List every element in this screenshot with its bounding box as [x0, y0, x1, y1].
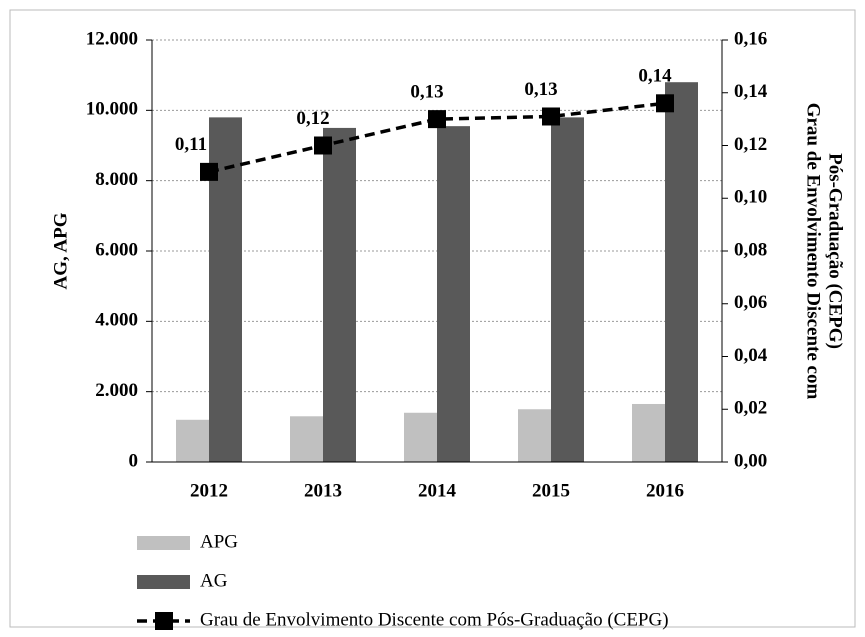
y-tick-label: 10.000: [86, 99, 138, 120]
y2-axis-label: Pós-Graduação (CEPG): [825, 153, 846, 349]
marker: [428, 110, 446, 129]
y2-tick-label: 0,16: [734, 28, 767, 49]
marker: [542, 107, 560, 126]
y2-tick-label: 0,12: [734, 134, 767, 155]
data-label: 0,12: [296, 108, 329, 129]
y2-tick-label: 0,06: [734, 292, 767, 313]
data-label: 0,13: [410, 81, 443, 102]
marker: [656, 94, 674, 113]
bar: [323, 127, 356, 463]
data-label: 0,13: [524, 79, 557, 100]
y-tick-label: 6.000: [95, 239, 138, 260]
y-tick-label: 8.000: [95, 169, 138, 190]
bar: [632, 403, 665, 462]
bar: [437, 126, 470, 463]
y2-axis-label: Grau de Envolvimento Discente com: [803, 103, 824, 400]
bar: [518, 409, 551, 462]
line: [208, 101, 666, 174]
y-tick-label: 0: [129, 450, 139, 471]
legend-label: Grau de Envolvimento Discente com Pós-Gr…: [200, 609, 669, 630]
y-tick-label: 2.000: [95, 380, 138, 401]
y-tick-label: 12.000: [86, 28, 138, 49]
bar: [551, 117, 584, 462]
y2-tick-label: 0,10: [734, 187, 767, 208]
marker: [314, 136, 332, 155]
x-tick-label: 2012: [190, 480, 228, 501]
x-tick-label: 2013: [304, 480, 342, 501]
x-tick-label: 2016: [646, 480, 684, 501]
legend-label: APG: [200, 531, 238, 552]
y2-tick-label: 0,00: [734, 450, 767, 471]
bar: [665, 82, 698, 462]
y2-tick-label: 0,08: [734, 239, 767, 260]
x-tick-label: 2015: [532, 480, 570, 501]
data-label: 0,14: [638, 66, 672, 87]
legend-marker: [155, 612, 173, 630]
bar: [404, 412, 437, 462]
y2-tick-label: 0,14: [734, 81, 768, 102]
data-label: 0,11: [175, 134, 207, 155]
legend-label: AG: [200, 570, 228, 591]
bar: [290, 416, 323, 462]
legend-swatch: [137, 575, 190, 589]
y-tick-label: 4.000: [95, 310, 138, 331]
y2-tick-label: 0,04: [734, 345, 768, 366]
marker: [200, 162, 218, 181]
bar: [176, 419, 209, 462]
legend-swatch: [137, 536, 190, 550]
y2-tick-label: 0,02: [734, 398, 767, 419]
x-tick-label: 2014: [418, 480, 457, 501]
y-axis-label: AG, APG: [50, 212, 71, 289]
